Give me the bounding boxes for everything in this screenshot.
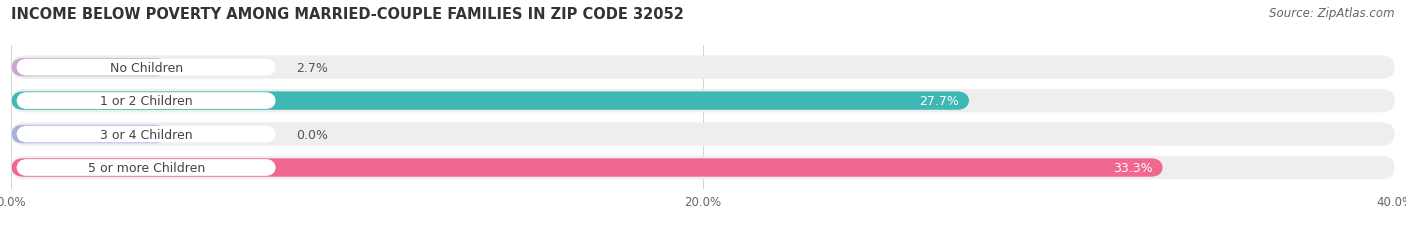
FancyBboxPatch shape xyxy=(11,125,167,144)
FancyBboxPatch shape xyxy=(11,156,1395,179)
FancyBboxPatch shape xyxy=(11,92,969,110)
Text: 5 or more Children: 5 or more Children xyxy=(87,161,205,174)
Text: Source: ZipAtlas.com: Source: ZipAtlas.com xyxy=(1270,7,1395,20)
FancyBboxPatch shape xyxy=(11,89,1395,113)
FancyBboxPatch shape xyxy=(11,59,167,77)
FancyBboxPatch shape xyxy=(17,60,276,76)
FancyBboxPatch shape xyxy=(17,126,276,143)
Text: No Children: No Children xyxy=(110,61,183,74)
Text: 33.3%: 33.3% xyxy=(1114,161,1153,174)
Text: 27.7%: 27.7% xyxy=(920,95,959,108)
Text: 2.7%: 2.7% xyxy=(297,61,329,74)
Text: 3 or 4 Children: 3 or 4 Children xyxy=(100,128,193,141)
FancyBboxPatch shape xyxy=(11,56,1395,79)
Text: INCOME BELOW POVERTY AMONG MARRIED-COUPLE FAMILIES IN ZIP CODE 32052: INCOME BELOW POVERTY AMONG MARRIED-COUPL… xyxy=(11,7,685,22)
FancyBboxPatch shape xyxy=(11,123,1395,146)
Text: 1 or 2 Children: 1 or 2 Children xyxy=(100,95,193,108)
FancyBboxPatch shape xyxy=(17,159,276,176)
Text: 0.0%: 0.0% xyxy=(297,128,329,141)
FancyBboxPatch shape xyxy=(17,93,276,109)
FancyBboxPatch shape xyxy=(11,159,1163,177)
